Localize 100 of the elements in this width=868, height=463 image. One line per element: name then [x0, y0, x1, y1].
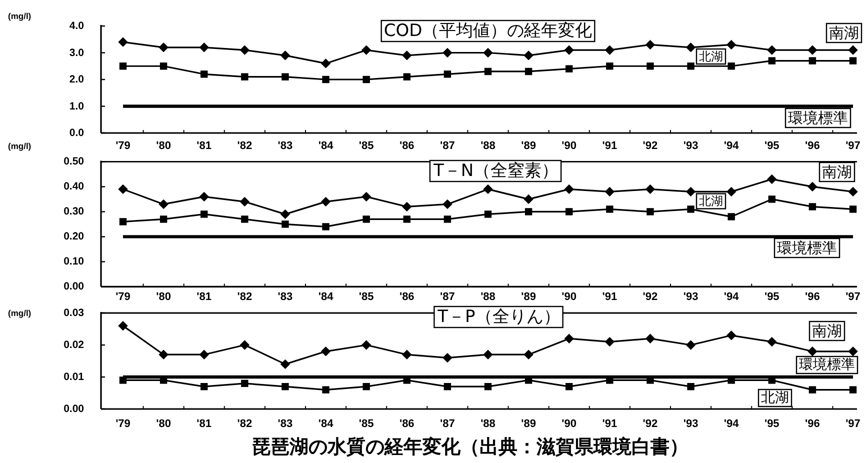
point — [361, 340, 372, 350]
point — [282, 220, 289, 228]
xtick-label: '87 — [440, 291, 455, 303]
point — [808, 57, 816, 64]
ytick-label: 0.00 — [64, 280, 84, 293]
point — [849, 57, 857, 64]
series-name-text: 北湖 — [761, 390, 789, 406]
xtick-label: '91 — [602, 418, 618, 430]
ylabel: (mg/l) — [8, 308, 32, 318]
point — [158, 42, 168, 52]
series-name-text: 南湖 — [812, 322, 842, 340]
point — [687, 62, 694, 70]
xtick-label: '83 — [278, 418, 293, 430]
xtick-label: '90 — [562, 140, 577, 152]
point — [726, 40, 736, 50]
point — [322, 386, 330, 394]
point — [726, 330, 736, 340]
xtick-label: '79 — [116, 291, 130, 303]
point — [282, 73, 289, 80]
xtick-label: '90 — [562, 291, 577, 303]
point — [483, 184, 493, 194]
xtick-label: '79 — [116, 418, 130, 430]
point — [200, 70, 208, 78]
point — [566, 208, 573, 216]
point — [483, 350, 493, 360]
point — [849, 206, 857, 213]
point — [848, 45, 858, 55]
point — [849, 386, 857, 394]
point — [444, 383, 452, 390]
point — [118, 320, 128, 331]
xtick-label: '94 — [724, 140, 739, 152]
xtick-label: '85 — [358, 140, 374, 152]
xtick-label: '96 — [805, 140, 820, 152]
point — [241, 380, 248, 387]
point — [646, 208, 654, 216]
point — [524, 194, 534, 204]
ytick-label: 0.10 — [64, 256, 84, 268]
point — [767, 174, 777, 184]
point — [402, 350, 412, 360]
xtick-label: '84 — [318, 418, 334, 430]
point — [240, 45, 250, 55]
xtick-label: '97 — [846, 418, 860, 430]
xtick-label: '94 — [724, 291, 739, 303]
point — [808, 45, 818, 55]
ytick-label: 0.01 — [64, 371, 84, 383]
point — [768, 196, 776, 203]
title-text: COD（平均値）の経年変化 — [384, 21, 592, 41]
caption: 琵琶湖の水質の経年変化（出典：滋賀県環境白書） — [252, 436, 688, 458]
point — [484, 68, 492, 76]
point — [241, 216, 248, 223]
point — [645, 184, 656, 194]
point — [686, 42, 696, 52]
ytick-label: 0.20 — [64, 230, 84, 243]
point — [484, 383, 492, 390]
series-name-text: 南湖 — [822, 163, 852, 181]
point — [160, 62, 168, 70]
point — [444, 216, 452, 223]
xtick-label: '85 — [358, 291, 374, 303]
xtick-label: '80 — [156, 418, 171, 430]
xtick-label: '81 — [196, 140, 212, 152]
point — [442, 352, 452, 363]
point — [158, 350, 168, 360]
point — [524, 208, 532, 216]
point — [524, 68, 532, 76]
point — [645, 334, 656, 344]
xtick-label: '95 — [764, 291, 780, 303]
xtick-label: '82 — [237, 140, 252, 152]
point — [442, 48, 452, 58]
ref-label-text: 環境標準 — [788, 109, 848, 127]
point — [199, 350, 209, 360]
point — [687, 383, 694, 390]
xtick-label: '84 — [318, 291, 334, 303]
xtick-label: '80 — [156, 140, 171, 152]
point — [282, 383, 289, 390]
point — [726, 186, 736, 197]
xtick-label: '86 — [399, 418, 414, 430]
xtick-label: '93 — [683, 140, 698, 152]
xtick-label: '83 — [278, 140, 293, 152]
xtick-label: '88 — [480, 418, 496, 430]
ref-label-text: 環境標準 — [777, 239, 837, 257]
point — [280, 209, 290, 220]
point — [280, 359, 290, 370]
point — [686, 186, 696, 197]
xtick-label: '86 — [399, 291, 414, 303]
ytick-label: 0.40 — [64, 180, 84, 193]
point — [361, 45, 372, 55]
xtick-label: '91 — [602, 140, 618, 152]
point — [483, 48, 493, 58]
ytick-label: 0.02 — [64, 339, 84, 351]
point — [687, 206, 694, 213]
xtick-label: '88 — [480, 291, 496, 303]
point — [566, 65, 573, 72]
xtick-label: '94 — [724, 418, 739, 430]
point — [118, 37, 128, 47]
ref-label-text: 環境標準 — [799, 357, 855, 373]
point — [808, 346, 818, 356]
point — [442, 199, 452, 210]
point — [119, 218, 127, 226]
point — [199, 192, 209, 202]
point — [200, 210, 208, 218]
